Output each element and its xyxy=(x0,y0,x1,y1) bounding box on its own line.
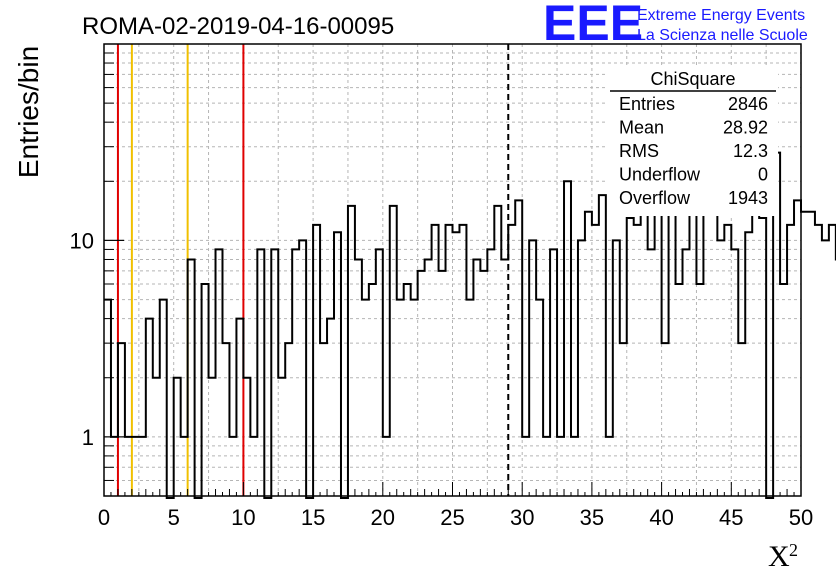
x-tick-label: 45 xyxy=(719,505,743,530)
x-axis-title-sup: 2 xyxy=(789,540,798,560)
stats-row-value: 12.3 xyxy=(733,141,768,161)
x-tick-label: 5 xyxy=(168,505,180,530)
x-axis-title: X 2 xyxy=(768,540,798,572)
eee-logo: EEE Extreme Energy Events La Scienza nel… xyxy=(543,0,808,51)
eee-logo-line1: Extreme Energy Events xyxy=(637,7,805,24)
stats-row-value: 0 xyxy=(758,165,768,185)
stats-row-value: 2846 xyxy=(728,94,768,114)
histogram-series xyxy=(104,151,836,499)
stats-row-label: RMS xyxy=(619,141,659,161)
stats-row-label: Mean xyxy=(619,118,664,138)
x-axis-title-base: X xyxy=(768,540,790,572)
y-tick-label: 10 xyxy=(70,228,94,253)
x-tick-label: 0 xyxy=(98,505,110,530)
axes xyxy=(103,43,802,497)
eee-logo-line2: La Scienza nelle Scuole xyxy=(637,27,808,44)
x-tick-label: 10 xyxy=(231,505,255,530)
x-tick-label: 40 xyxy=(649,505,673,530)
eee-logo-mark: EEE xyxy=(543,0,643,51)
x-tick-label: 15 xyxy=(301,505,325,530)
stats-box: ChiSquare Entries 2846 Mean 28.92 RMS 12.3 Und… xyxy=(608,68,778,216)
stats-title: ChiSquare xyxy=(650,69,735,89)
y-axis-title: Entries/bin xyxy=(13,46,44,178)
chart-title: ROMA-02-2019-04-16-00095 xyxy=(82,13,394,40)
x-tick-label: 35 xyxy=(580,505,604,530)
y-tick-label: 1 xyxy=(82,425,94,450)
stats-row-label: Entries xyxy=(619,94,675,114)
tick-labels: 0 5 10 15 20 25 30 35 40 45 50 1 10 xyxy=(70,228,814,530)
x-tick-label: 50 xyxy=(789,505,813,530)
x-tick-label: 20 xyxy=(371,505,395,530)
stats-row-label: Underflow xyxy=(619,165,701,185)
x-tick-label: 25 xyxy=(440,505,464,530)
x-tick-label: 30 xyxy=(510,505,534,530)
stats-row-label: Overflow xyxy=(619,188,691,208)
stats-row-value: 28.92 xyxy=(723,118,768,138)
stats-row-value: 1943 xyxy=(728,188,768,208)
grid xyxy=(104,44,801,496)
